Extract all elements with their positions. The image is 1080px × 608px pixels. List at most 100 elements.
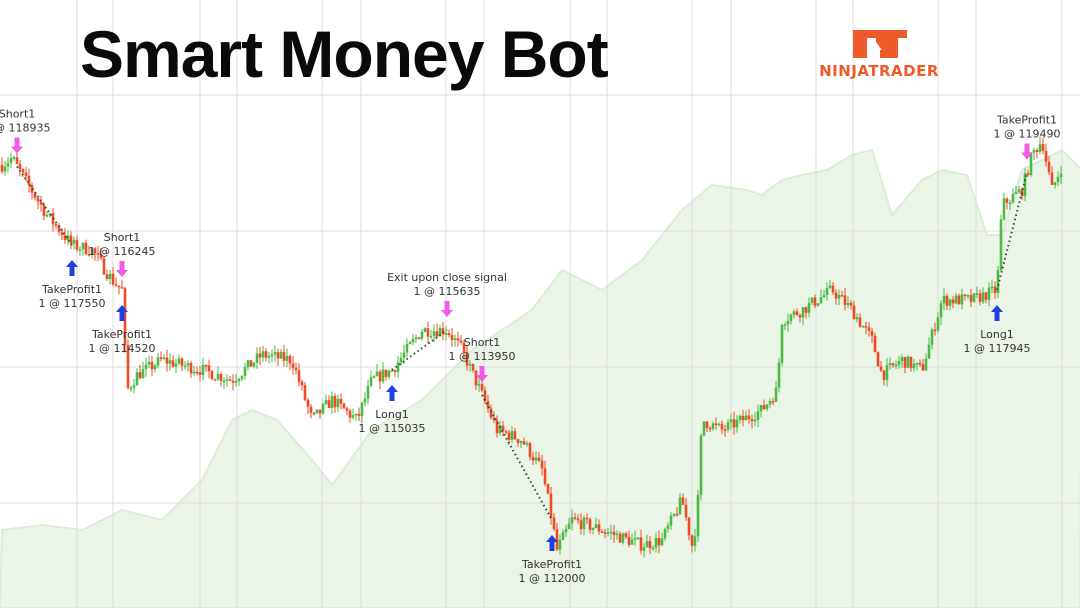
- candle: [687, 516, 691, 541]
- candle-body: [993, 286, 997, 294]
- candle: [138, 364, 142, 380]
- candle-body: [1041, 144, 1045, 151]
- candle-body: [405, 343, 409, 353]
- candle: [429, 329, 433, 340]
- candle-body: [591, 527, 595, 530]
- candle-body: [954, 295, 958, 304]
- candle-body: [624, 533, 628, 537]
- candle: [576, 514, 580, 524]
- candle: [270, 349, 274, 363]
- candle: [129, 385, 133, 393]
- candle-body: [378, 371, 382, 382]
- candle-body: [576, 518, 580, 521]
- candle: [696, 489, 700, 542]
- candle: [996, 265, 1000, 299]
- candle-body: [870, 330, 874, 336]
- candle: [885, 358, 889, 387]
- candle: [768, 398, 772, 408]
- candle: [759, 404, 763, 418]
- candle: [492, 411, 496, 423]
- candle-body: [426, 328, 430, 337]
- candle-body: [630, 539, 634, 545]
- candle: [819, 289, 823, 305]
- candle-body: [177, 358, 181, 364]
- candle-body: [465, 351, 469, 366]
- candle: [126, 339, 130, 390]
- candle-body: [192, 371, 196, 374]
- candle: [366, 379, 370, 405]
- candle-body: [336, 398, 340, 408]
- candle-body: [1032, 150, 1036, 153]
- candle: [870, 327, 874, 343]
- candle: [384, 369, 388, 381]
- candle: [858, 313, 862, 328]
- candle-body: [90, 248, 94, 255]
- candle: [684, 498, 688, 521]
- background-area: [0, 148, 1080, 608]
- candle: [363, 392, 367, 407]
- candle-body: [315, 409, 319, 414]
- candle-body: [666, 525, 670, 529]
- candle-body: [726, 422, 730, 430]
- candle-body: [816, 303, 820, 306]
- candle-body: [735, 419, 739, 428]
- trade-price-label: 1 @ 116245: [89, 245, 156, 258]
- candle-body: [210, 371, 214, 380]
- candle: [312, 411, 316, 416]
- candle: [1032, 147, 1036, 161]
- candle-body: [312, 412, 316, 415]
- candle: [528, 441, 532, 461]
- candle: [426, 321, 430, 344]
- candle: [702, 421, 706, 437]
- candle-body: [498, 425, 502, 434]
- candle: [339, 393, 343, 410]
- candle: [381, 362, 385, 384]
- candle-body: [957, 295, 961, 305]
- candle-body: [705, 421, 709, 428]
- candle: [120, 279, 124, 289]
- candle-body: [789, 314, 793, 322]
- candle-body: [945, 295, 949, 306]
- candle-body: [174, 363, 178, 367]
- candle-body: [897, 361, 901, 365]
- candle: [21, 168, 25, 177]
- candle: [828, 280, 832, 290]
- candle-body: [120, 287, 124, 289]
- candle-body: [273, 352, 277, 355]
- candle-body: [84, 242, 88, 254]
- candle-body: [48, 213, 52, 215]
- sell-arrow-icon: [441, 301, 453, 317]
- candle-body: [81, 242, 85, 250]
- candle-body: [351, 415, 355, 418]
- candle: [357, 407, 361, 422]
- candle: [207, 359, 211, 379]
- candle: [882, 370, 886, 386]
- candle: [471, 363, 475, 373]
- candle: [372, 374, 376, 379]
- candle-body: [66, 235, 70, 241]
- candle: [534, 451, 538, 465]
- candle-body: [732, 419, 736, 428]
- candle-body: [285, 356, 289, 361]
- candle: [660, 532, 664, 547]
- candle: [504, 429, 508, 435]
- candle: [279, 349, 283, 360]
- candle: [990, 279, 994, 294]
- candle-body: [654, 537, 658, 548]
- candle: [498, 420, 502, 436]
- candle-body: [651, 547, 655, 550]
- candle-body: [324, 400, 328, 404]
- candle: [927, 337, 931, 359]
- candle-body: [372, 376, 376, 378]
- candle: [45, 211, 49, 218]
- candle-body: [543, 468, 547, 484]
- candle: [150, 356, 154, 377]
- candle: [297, 363, 301, 387]
- candle: [462, 339, 466, 359]
- candle: [243, 362, 247, 380]
- candle-body: [702, 421, 706, 436]
- candle: [612, 525, 616, 543]
- candle: [162, 354, 166, 361]
- candle-body: [297, 370, 301, 382]
